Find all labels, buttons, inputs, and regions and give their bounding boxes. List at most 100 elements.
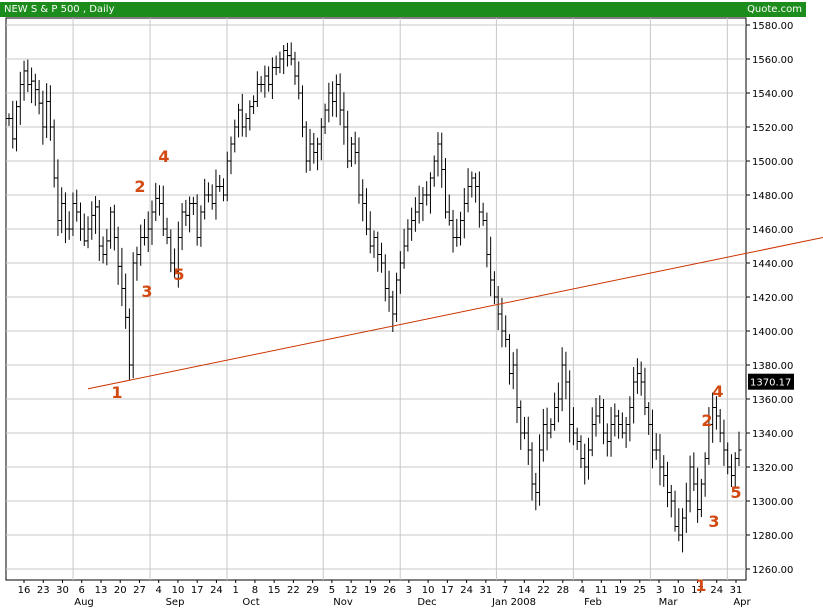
ohlc-bar <box>713 396 719 430</box>
ohlc-bar <box>284 42 290 67</box>
ohlc-bar <box>187 196 193 233</box>
ohlc-bar <box>209 184 215 210</box>
y-tick-label: 1300.00 <box>752 497 793 508</box>
ohlc-bar <box>93 196 99 234</box>
ohlc-bar <box>424 181 430 206</box>
y-tick-label: 1340.00 <box>752 429 793 440</box>
x-day-label: 14 <box>518 585 531 596</box>
ohlc-bar <box>382 254 388 302</box>
ohlc-bar <box>612 403 618 437</box>
ohlc-bar <box>217 174 223 192</box>
x-day-label: 26 <box>383 585 396 596</box>
ohlc-bar <box>409 207 415 241</box>
ohlc-bar <box>488 236 494 297</box>
ohlc-bar <box>29 67 35 104</box>
ohlc-bar <box>567 370 573 443</box>
chart-header: NEW S & P 500 , Daily Quote.com <box>0 2 806 17</box>
wave-label-right-2: 2 <box>701 411 712 430</box>
ohlc-bar <box>601 398 607 445</box>
ohlc-bar <box>698 478 704 518</box>
ohlc-bar <box>220 178 226 202</box>
ohlc-bar <box>533 472 539 511</box>
ohlc-bar <box>108 206 114 249</box>
ohlc-bar <box>665 461 671 508</box>
x-day-label: 10 <box>672 585 685 596</box>
ohlc-bar <box>77 202 83 241</box>
x-day-label: 4 <box>156 585 162 596</box>
ohlc-bar <box>552 392 558 431</box>
x-day-label: 10 <box>422 585 435 596</box>
ohlc-bar <box>653 433 659 460</box>
ohlc-bar <box>589 407 595 457</box>
ohlc-bar <box>66 211 72 240</box>
ohlc-bar <box>582 443 588 485</box>
ohlc-bar <box>126 308 132 381</box>
ohlc-bar <box>160 185 166 237</box>
x-day-label: 30 <box>56 585 69 596</box>
ohlc-bar <box>469 171 475 198</box>
x-day-label: 3 <box>406 585 412 596</box>
ohlc-bar <box>634 358 640 394</box>
ohlc-bar <box>89 201 95 240</box>
y-tick-label: 1380.00 <box>752 361 793 372</box>
source-label: Quote.com <box>747 4 802 15</box>
ohlc-bar <box>476 171 482 228</box>
ohlc-bar <box>356 137 362 204</box>
ohlc-bar <box>224 151 230 202</box>
ohlc-bar <box>461 188 467 239</box>
x-day-label: 22 <box>287 585 300 596</box>
x-day-label: 22 <box>537 585 550 596</box>
x-day-label: 3 <box>656 585 662 596</box>
ohlc-bar <box>431 155 437 187</box>
y-tick-label: 1280.00 <box>752 531 793 542</box>
ohlc-bar <box>115 226 121 285</box>
ohlc-bar <box>326 82 332 123</box>
chart-title: NEW S & P 500 , Daily <box>4 4 115 15</box>
ohlc-bar <box>375 231 381 272</box>
ohlc-bar <box>251 95 257 115</box>
ohlc-bar <box>736 431 742 466</box>
x-month-label: Oct <box>242 597 259 608</box>
ohlc-bar <box>51 119 57 188</box>
ohlc-bar <box>721 419 727 466</box>
ohlc-bar <box>631 367 637 424</box>
x-day-label: 23 <box>37 585 50 596</box>
ohlc-bar <box>367 211 373 254</box>
ohlc-bar <box>529 442 535 501</box>
ohlc-bar <box>21 60 27 101</box>
x-day-label: 12 <box>345 585 358 596</box>
wave-label-right-3: 3 <box>708 512 719 531</box>
last-price-label: 1370.17 <box>750 378 791 389</box>
ohlc-bar <box>134 246 140 281</box>
ohlc-bar <box>239 93 245 137</box>
ohlc-bar <box>62 192 68 244</box>
x-month-label: Mar <box>659 597 679 608</box>
ohlc-bar <box>130 252 136 379</box>
ohlc-bar <box>74 189 80 222</box>
ohlc-bar <box>371 230 377 258</box>
ohlc-bar <box>439 132 445 188</box>
ohlc-bar <box>232 119 238 153</box>
ohlc-bar <box>14 100 20 152</box>
x-day-label: 8 <box>252 585 258 596</box>
ohlc-bar <box>292 51 298 85</box>
ohlc-bar <box>138 224 144 266</box>
ohlc-bar <box>691 452 697 491</box>
ohlc-bar <box>540 408 546 462</box>
wave-label-left-3: 3 <box>141 282 152 301</box>
x-day-label: 17 <box>691 585 704 596</box>
ohlc-bar <box>164 217 170 245</box>
ohlc-bar <box>386 270 392 312</box>
ohlc-bar <box>687 455 693 513</box>
x-day-label: 29 <box>306 585 319 596</box>
ohlc-bar <box>123 273 129 329</box>
ohlc-bar <box>412 197 418 232</box>
ohlc-bar <box>442 158 448 219</box>
ohlc-bar <box>597 395 603 424</box>
y-tick-label: 1420.00 <box>752 293 793 304</box>
ohlc-bar <box>397 251 403 294</box>
x-month-label: Feb <box>584 597 602 608</box>
y-tick-label: 1460.00 <box>752 225 793 236</box>
ohlc-bar <box>85 216 91 249</box>
x-month-label: Dec <box>417 597 436 608</box>
